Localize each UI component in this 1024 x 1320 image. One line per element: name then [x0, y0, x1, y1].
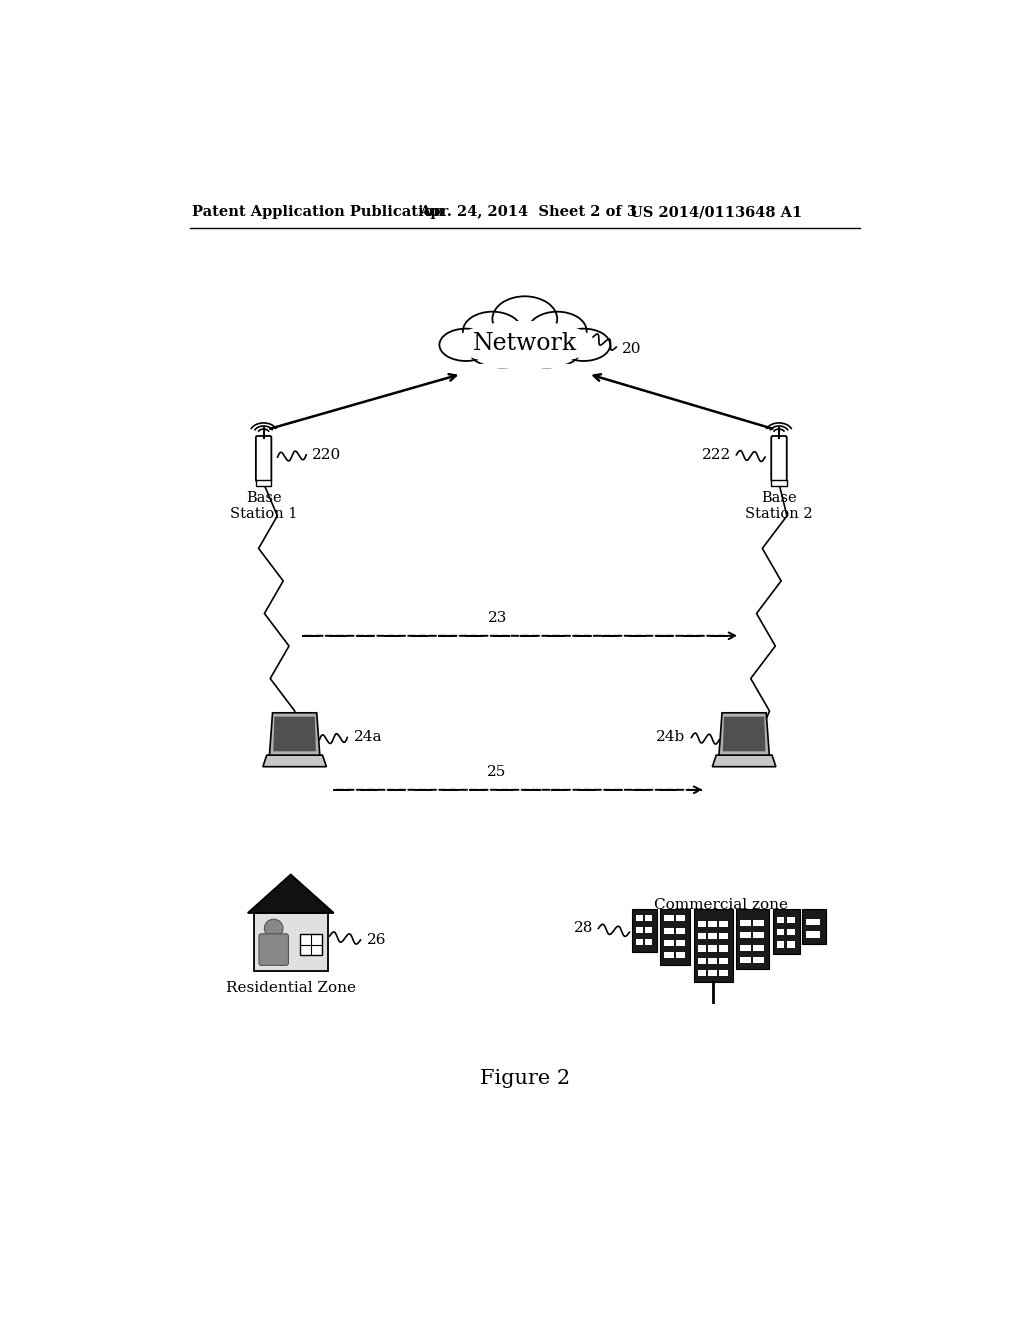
Bar: [709, 933, 717, 940]
Bar: [787, 929, 795, 936]
Bar: [693, 909, 732, 982]
Bar: [776, 917, 784, 923]
Text: 24a: 24a: [353, 730, 382, 744]
Text: Base
Station 2: Base Station 2: [745, 491, 813, 521]
Polygon shape: [719, 713, 769, 755]
Bar: [719, 921, 728, 927]
FancyBboxPatch shape: [771, 436, 786, 482]
Text: 20: 20: [622, 342, 641, 356]
Bar: [709, 958, 717, 964]
Bar: [719, 970, 728, 977]
Ellipse shape: [493, 296, 557, 342]
Bar: [754, 920, 764, 927]
Text: 23: 23: [488, 611, 508, 626]
Bar: [645, 927, 652, 933]
Bar: [754, 945, 764, 950]
Bar: [719, 945, 728, 952]
Bar: [736, 909, 769, 969]
Text: 24b: 24b: [656, 730, 685, 744]
Text: Network: Network: [473, 331, 577, 355]
Polygon shape: [248, 875, 334, 913]
Bar: [776, 941, 784, 948]
Text: 28: 28: [573, 921, 593, 936]
Polygon shape: [273, 717, 316, 751]
Ellipse shape: [463, 312, 522, 351]
Bar: [676, 952, 685, 958]
FancyBboxPatch shape: [256, 436, 271, 482]
Bar: [697, 958, 707, 964]
Text: Commercial zone: Commercial zone: [654, 898, 787, 912]
Bar: [665, 952, 674, 958]
Bar: [645, 940, 652, 945]
Ellipse shape: [455, 321, 595, 366]
Text: 26: 26: [367, 933, 386, 946]
Bar: [787, 917, 795, 923]
Polygon shape: [723, 717, 765, 751]
Bar: [665, 928, 674, 933]
Bar: [719, 958, 728, 964]
Bar: [636, 915, 643, 921]
Bar: [754, 932, 764, 939]
Bar: [636, 927, 643, 933]
Bar: [806, 919, 820, 925]
Bar: [773, 909, 800, 954]
FancyBboxPatch shape: [259, 933, 289, 965]
Ellipse shape: [443, 315, 606, 371]
Circle shape: [264, 919, 283, 937]
Bar: [740, 945, 751, 950]
Bar: [740, 932, 751, 939]
Text: 25: 25: [486, 766, 506, 779]
Bar: [697, 970, 707, 977]
Text: Patent Application Publication: Patent Application Publication: [191, 206, 443, 219]
Text: US 2014/0113648 A1: US 2014/0113648 A1: [630, 206, 803, 219]
Bar: [709, 921, 717, 927]
Polygon shape: [713, 755, 776, 767]
Bar: [709, 945, 717, 952]
Ellipse shape: [557, 329, 610, 360]
Text: 220: 220: [311, 447, 341, 462]
Bar: [802, 909, 825, 944]
Bar: [740, 957, 751, 964]
Bar: [636, 940, 643, 945]
Bar: [806, 932, 820, 937]
Bar: [256, 480, 271, 486]
Ellipse shape: [527, 312, 587, 351]
Bar: [754, 957, 764, 964]
Ellipse shape: [470, 338, 536, 367]
Bar: [676, 928, 685, 933]
Polygon shape: [269, 713, 319, 755]
Text: Figure 2: Figure 2: [479, 1069, 570, 1088]
Bar: [676, 915, 685, 921]
Bar: [645, 915, 652, 921]
Bar: [632, 909, 656, 952]
Bar: [665, 940, 674, 946]
Bar: [665, 915, 674, 921]
Bar: [771, 480, 786, 486]
Bar: [719, 933, 728, 940]
Bar: [787, 941, 795, 948]
Bar: [697, 933, 707, 940]
Text: Apr. 24, 2014  Sheet 2 of 3: Apr. 24, 2014 Sheet 2 of 3: [419, 206, 637, 219]
Bar: [776, 929, 784, 936]
Bar: [660, 909, 690, 965]
Bar: [697, 945, 707, 952]
Bar: [254, 913, 328, 970]
Bar: [300, 933, 322, 956]
Polygon shape: [263, 755, 327, 767]
Text: 222: 222: [701, 447, 731, 462]
Ellipse shape: [514, 338, 580, 367]
Bar: [709, 970, 717, 977]
Bar: [697, 921, 707, 927]
Text: Base
Station 1: Base Station 1: [229, 491, 297, 521]
Text: Residential Zone: Residential Zone: [225, 981, 355, 995]
Bar: [740, 920, 751, 927]
Bar: [676, 940, 685, 946]
Ellipse shape: [439, 329, 493, 360]
